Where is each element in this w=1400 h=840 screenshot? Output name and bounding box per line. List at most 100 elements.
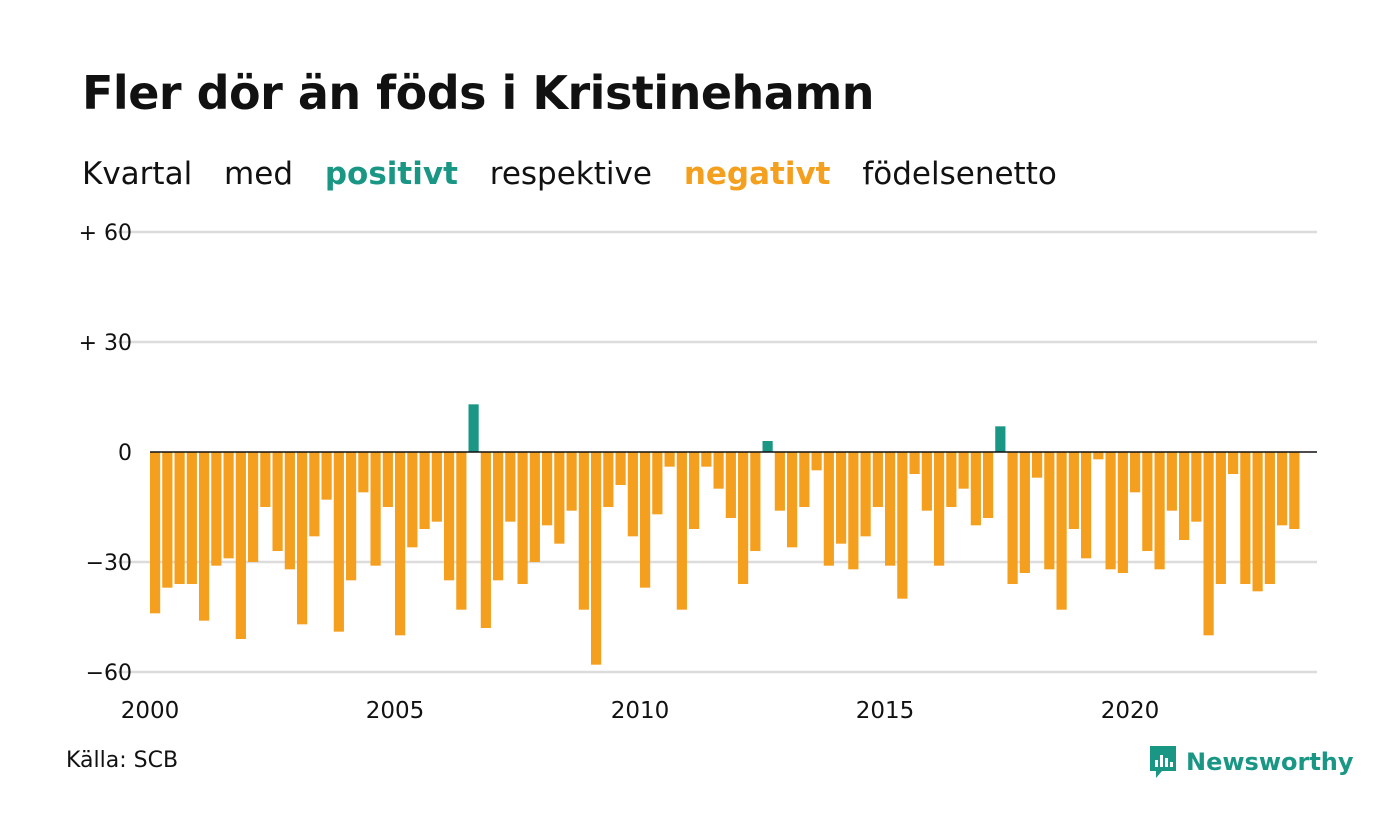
- bar-38: [615, 452, 626, 485]
- bar-23: [431, 452, 442, 522]
- bar-68: [983, 452, 994, 518]
- bar-47: [725, 452, 736, 518]
- bar-11: [284, 452, 295, 570]
- bar-72: [1032, 452, 1043, 478]
- source-note: Källa: SCB: [66, 748, 179, 773]
- x-tick-label: 2015: [856, 698, 915, 724]
- bar-75: [1068, 452, 1079, 529]
- x-tick-label: 2000: [121, 698, 180, 724]
- bar-15: [333, 452, 344, 632]
- bar-7: [235, 452, 246, 639]
- bar-80: [1130, 452, 1141, 493]
- bar-1: [162, 452, 173, 588]
- bar-77: [1093, 452, 1104, 460]
- bar-22: [419, 452, 430, 529]
- chart-title: Fler dör än föds i Kristinehamn: [82, 66, 875, 120]
- bar-53: [799, 452, 810, 507]
- bar-78: [1105, 452, 1116, 570]
- bar-43: [676, 452, 687, 610]
- bar-33: [554, 452, 565, 544]
- bar-63: [921, 452, 932, 511]
- bar-69: [995, 426, 1006, 452]
- bar-84: [1179, 452, 1190, 540]
- bar-67: [970, 452, 981, 526]
- bar-0: [150, 452, 161, 614]
- bar-45: [701, 452, 712, 467]
- bar-50: [762, 441, 773, 452]
- bar-70: [1007, 452, 1018, 584]
- bar-28: [493, 452, 504, 581]
- bar-88: [1228, 452, 1239, 474]
- bar-35: [578, 452, 589, 610]
- bar-55: [823, 452, 834, 566]
- y-tick-label: −30: [86, 551, 132, 576]
- bar-32: [542, 452, 553, 526]
- chart-subtitle: Kvartal med positivt respektive negativt…: [82, 156, 1079, 192]
- y-tick-label: + 30: [79, 331, 132, 356]
- bar-90: [1252, 452, 1263, 592]
- bar-54: [811, 452, 822, 471]
- bar-65: [946, 452, 957, 507]
- bar-18: [370, 452, 381, 566]
- subtitle-word-med: med: [224, 156, 293, 192]
- bar-14: [321, 452, 332, 500]
- bar-76: [1081, 452, 1092, 559]
- legend-positive: positivt: [324, 156, 458, 192]
- bar-2: [174, 452, 185, 584]
- bar-51: [774, 452, 785, 511]
- bar-89: [1240, 452, 1251, 584]
- subtitle-word-respektive: respektive: [489, 156, 652, 192]
- bar-83: [1166, 452, 1177, 511]
- bar-60: [885, 452, 896, 566]
- bar-26: [468, 404, 479, 452]
- bar-5: [211, 452, 222, 566]
- bar-41: [652, 452, 663, 515]
- x-tick-label: 2010: [611, 698, 670, 724]
- bar-19: [382, 452, 393, 507]
- bar-34: [566, 452, 577, 511]
- subtitle-word-fodelsenetto: födelsenetto: [862, 156, 1057, 192]
- bar-24: [444, 452, 455, 581]
- bar-62: [909, 452, 920, 474]
- bar-37: [603, 452, 614, 507]
- bar-12: [297, 452, 308, 625]
- bar-16: [346, 452, 357, 581]
- bar-44: [689, 452, 700, 529]
- bar-74: [1056, 452, 1067, 610]
- bar-58: [860, 452, 871, 537]
- bar-52: [787, 452, 798, 548]
- bar-39: [627, 452, 638, 537]
- bar-91: [1264, 452, 1275, 584]
- bar-29: [505, 452, 516, 522]
- bar-30: [517, 452, 528, 584]
- bar-40: [640, 452, 651, 588]
- bar-64: [934, 452, 945, 566]
- logo-text: Newsworthy: [1186, 748, 1354, 776]
- bar-27: [480, 452, 491, 628]
- legend-negative: negativt: [683, 156, 831, 192]
- bar-56: [836, 452, 847, 544]
- bar-chart: + 60 + 30 0 −30 −60 2000 2005 2010 2015 2020: [79, 221, 1317, 724]
- bar-82: [1154, 452, 1165, 570]
- bar-79: [1117, 452, 1128, 573]
- bar-25: [456, 452, 467, 610]
- bar-61: [897, 452, 908, 599]
- bar-42: [664, 452, 675, 467]
- bar-81: [1142, 452, 1153, 551]
- bar-48: [738, 452, 749, 584]
- bar-4: [199, 452, 210, 621]
- bar-9: [260, 452, 271, 507]
- bar-36: [591, 452, 602, 665]
- newsworthy-logo: Newsworthy: [1148, 744, 1354, 780]
- bar-46: [713, 452, 724, 489]
- y-tick-label: 0: [118, 441, 132, 466]
- y-tick-label: + 60: [79, 221, 132, 246]
- grid-layer: [118, 230, 1317, 674]
- bar-59: [872, 452, 883, 507]
- newsworthy-chart-icon: [1150, 746, 1176, 778]
- bar-73: [1044, 452, 1055, 570]
- bar-49: [750, 452, 761, 551]
- bar-87: [1215, 452, 1226, 584]
- bar-57: [848, 452, 859, 570]
- bar-3: [186, 452, 197, 584]
